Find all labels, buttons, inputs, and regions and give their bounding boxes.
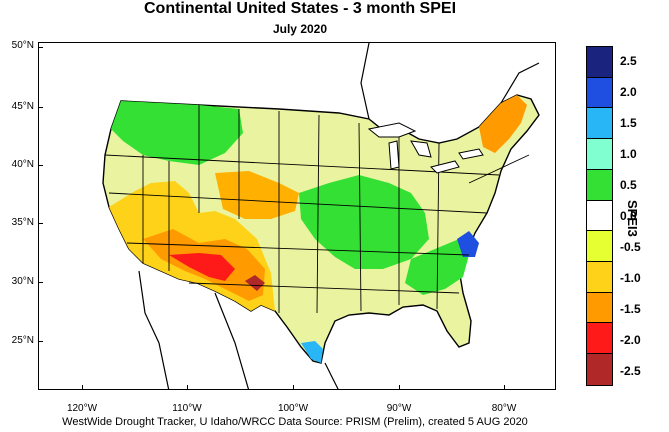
colorbar-title: SPEI3 xyxy=(625,200,640,237)
colorbar-swatch xyxy=(587,262,612,293)
wet-region-carolina xyxy=(457,231,479,257)
great-lakes xyxy=(367,122,484,174)
lat-tick xyxy=(38,223,43,224)
wet-region-midwest xyxy=(299,175,429,269)
lat-tick xyxy=(38,341,43,342)
colorbar-label: 1.0 xyxy=(620,147,637,162)
colorbar-label: -2.0 xyxy=(620,332,641,347)
colorbar xyxy=(586,46,613,386)
lon-label-90w: 90°W xyxy=(386,403,412,414)
lat-tick xyxy=(38,47,43,48)
colorbar-swatch xyxy=(587,169,612,201)
colorbar-label: 0.5 xyxy=(620,178,637,193)
drought-region-northeast xyxy=(479,95,527,153)
colorbar-label: 1.5 xyxy=(620,116,637,131)
drought-region-plains xyxy=(215,171,299,219)
lat-label-40n: 40°N xyxy=(11,159,34,170)
colorbar-swatch xyxy=(587,47,612,78)
lon-label-100w: 100°W xyxy=(277,403,309,414)
colorbar-label: 0.0 xyxy=(620,209,637,223)
drought-region-extreme xyxy=(169,253,235,281)
lon-tick xyxy=(293,385,294,390)
lat-tick xyxy=(38,165,43,166)
lon-tick xyxy=(187,385,188,390)
neighbor-borders xyxy=(138,43,540,389)
lon-label-80w: 80°W xyxy=(491,403,517,414)
lon-tick xyxy=(504,385,505,390)
drought-region-exceptional xyxy=(245,275,265,291)
spei-map xyxy=(102,43,540,389)
lon-label-110w: 110°W xyxy=(172,403,202,414)
lat-label-50n: 50°N xyxy=(11,40,34,51)
map-title: Continental United States - 3 month SPEI xyxy=(143,0,457,17)
colorbar-label: -0.5 xyxy=(620,239,641,254)
lat-label-45n: 45°N xyxy=(11,101,34,112)
lon-tick xyxy=(399,385,400,390)
colorbar-swatch xyxy=(587,323,612,355)
colorbar-label: -2.5 xyxy=(620,363,641,378)
lon-label-120w: 120°W xyxy=(66,403,98,414)
lat-tick xyxy=(38,107,43,108)
colorbar-swatch xyxy=(587,77,612,109)
lat-label-30n: 30°N xyxy=(11,276,34,287)
wet-region-gulf-texas xyxy=(301,341,323,363)
footer-credit: WestWide Drought Tracker, U Idaho/WRCC D… xyxy=(62,416,528,428)
map-frame xyxy=(38,42,556,390)
colorbar-label: 2.0 xyxy=(620,85,637,100)
wet-region-southeast xyxy=(405,239,469,295)
colorbar-swatch xyxy=(587,200,612,232)
colorbar-swatch xyxy=(587,231,612,263)
colorbar-swatch xyxy=(587,108,612,140)
lon-tick xyxy=(82,385,83,390)
colorbar-swatch xyxy=(587,139,612,170)
colorbar-label: -1.0 xyxy=(620,270,641,285)
colorbar-label: 2.5 xyxy=(620,54,637,69)
colorbar-label: -1.5 xyxy=(620,301,641,316)
colorbar-swatch xyxy=(587,354,612,385)
map-subtitle: July 2020 xyxy=(272,22,328,36)
colorbar-swatch xyxy=(587,292,612,324)
wet-region-northwest xyxy=(111,101,243,165)
lat-label-35n: 35°N xyxy=(11,217,34,228)
lat-tick xyxy=(38,282,43,283)
lat-label-25n: 25°N xyxy=(11,335,34,346)
